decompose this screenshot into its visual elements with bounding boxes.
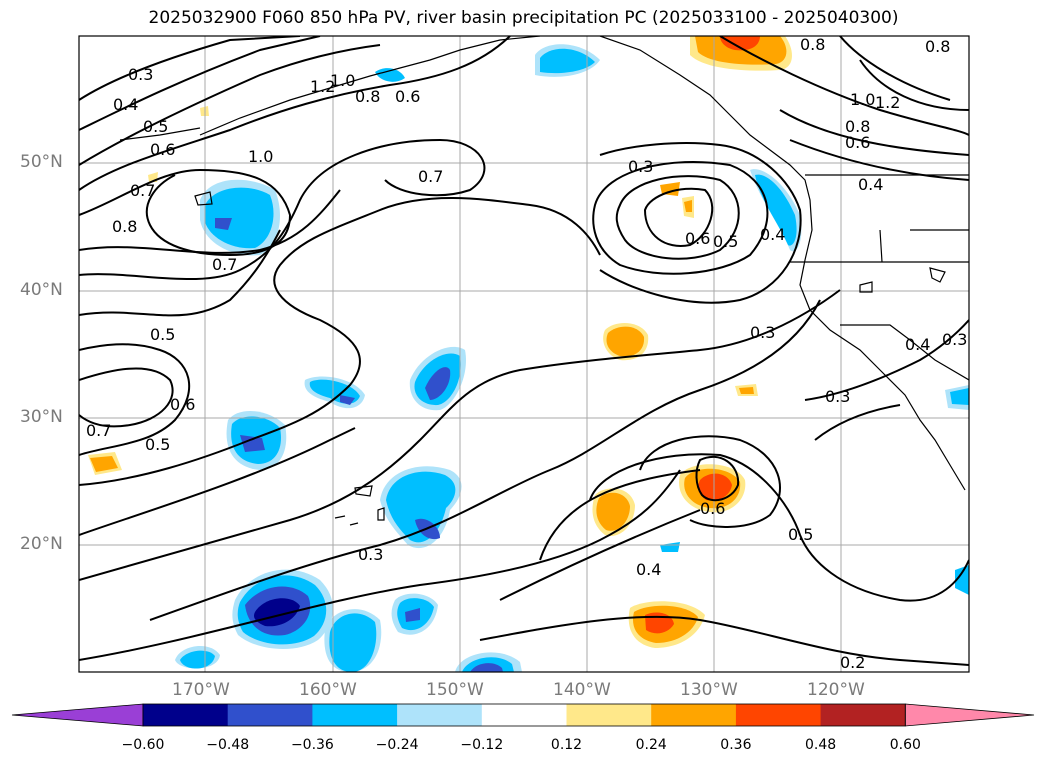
contour-label: 0.7 xyxy=(130,181,155,200)
lat-lon-grid xyxy=(79,36,969,672)
colorbar-extend-low xyxy=(11,703,144,727)
map-frame xyxy=(78,35,970,673)
contour-label: 1.0 xyxy=(850,90,875,109)
lon-label: 130°W xyxy=(680,680,738,700)
lon-label: 150°W xyxy=(426,680,484,700)
map-title: 2025032900 F060 850 hPa PV, river basin … xyxy=(148,8,899,28)
colorbar-segment xyxy=(312,704,398,726)
contour-label: 0.3 xyxy=(750,323,775,342)
lon-label: 120°W xyxy=(807,680,865,700)
colorbar-segment xyxy=(143,704,229,726)
colorbar-segment xyxy=(735,704,822,726)
colorbar-tick-label: 0.24 xyxy=(635,737,667,753)
lon-label: 170°W xyxy=(172,680,230,700)
pv-contours xyxy=(79,36,969,666)
colorbar-extend-high xyxy=(904,703,1035,727)
contour-label: 0.4 xyxy=(905,335,930,354)
contour-label: 0.6 xyxy=(700,499,725,518)
contour-label: 0.4 xyxy=(636,560,661,579)
colorbar-segment xyxy=(481,704,567,726)
contour-label: 0.5 xyxy=(143,117,168,136)
contour-label: 0.8 xyxy=(355,87,380,106)
positive-precip-shading xyxy=(88,36,792,648)
contour-label: 0.6 xyxy=(685,229,710,248)
contour-label: 0.5 xyxy=(145,435,170,454)
contour-label: 0.8 xyxy=(845,117,870,136)
colorbar-tick-label: −0.48 xyxy=(206,737,250,753)
colorbar-tick-label: −0.60 xyxy=(121,737,165,753)
colorbar-segment xyxy=(397,704,483,726)
contour-label: 0.5 xyxy=(150,325,175,344)
lon-label: 160°W xyxy=(299,680,357,700)
colorbar-segments xyxy=(11,703,1035,727)
colorbar-tick-label: −0.12 xyxy=(460,737,504,753)
contour-label: 0.4 xyxy=(760,225,785,244)
colorbar-tick-label: −0.24 xyxy=(375,737,419,753)
contour-label: 0.7 xyxy=(86,421,111,440)
colorbar-frame xyxy=(142,703,906,727)
contour-label: 0.7 xyxy=(418,167,443,186)
colorbar-tick-label: 0.12 xyxy=(550,737,583,753)
colorbar-tick-label: −0.36 xyxy=(290,737,334,753)
lat-label: 40°N xyxy=(20,280,63,300)
contour-label: 0.8 xyxy=(112,217,137,236)
contour-label: 0.2 xyxy=(840,653,865,672)
lat-label: 50°N xyxy=(20,152,63,172)
contour-label: 0.6 xyxy=(170,395,195,414)
contour-label: 1.0 xyxy=(248,147,273,166)
colorbar-tick-label: 0.48 xyxy=(805,737,837,753)
contour-label: 1.2 xyxy=(875,93,900,112)
colorbar-segment xyxy=(820,704,906,726)
colorbar-segment xyxy=(566,704,652,726)
contour-label: 0.4 xyxy=(858,175,883,194)
contour-label: 0.3 xyxy=(628,157,653,176)
contour-label: 0.6 xyxy=(845,133,870,152)
contour-label: 0.5 xyxy=(788,525,813,544)
contour-label: 0.3 xyxy=(358,545,383,564)
contour-label: 0.4 xyxy=(113,95,138,114)
colorbar-segment xyxy=(227,704,313,726)
contour-label: 0.6 xyxy=(395,87,420,106)
colorbar xyxy=(11,703,1035,727)
contour-label: 1.2 xyxy=(310,77,335,96)
contour-label: 0.7 xyxy=(212,255,237,274)
map-panel: 0.3 0.4 0.5 0.6 0.7 0.8 1.0 1.2 0.3 0.6 … xyxy=(78,35,970,673)
contour-label: 0.3 xyxy=(128,65,153,84)
colorbar-segment xyxy=(651,704,737,726)
contour-label: 0.8 xyxy=(800,35,825,54)
coastlines xyxy=(119,36,969,526)
contour-label: 0.3 xyxy=(825,387,850,406)
contour-label: 0.5 xyxy=(713,232,738,251)
lat-label: 30°N xyxy=(20,407,63,427)
lat-label: 20°N xyxy=(20,534,63,554)
colorbar-tick-label: 0.60 xyxy=(889,737,921,753)
colorbar-tick-label: 0.36 xyxy=(720,737,752,753)
contour-label: 0.3 xyxy=(942,330,967,349)
contour-label: 0.8 xyxy=(925,37,950,56)
negative-precip-shading xyxy=(175,44,969,672)
lon-label: 140°W xyxy=(553,680,611,700)
contour-labels: 0.3 0.4 0.5 0.6 0.7 0.8 1.0 1.2 0.3 0.6 … xyxy=(86,35,967,672)
contour-label: 0.6 xyxy=(150,140,175,159)
contour-label: 1.0 xyxy=(330,71,355,90)
